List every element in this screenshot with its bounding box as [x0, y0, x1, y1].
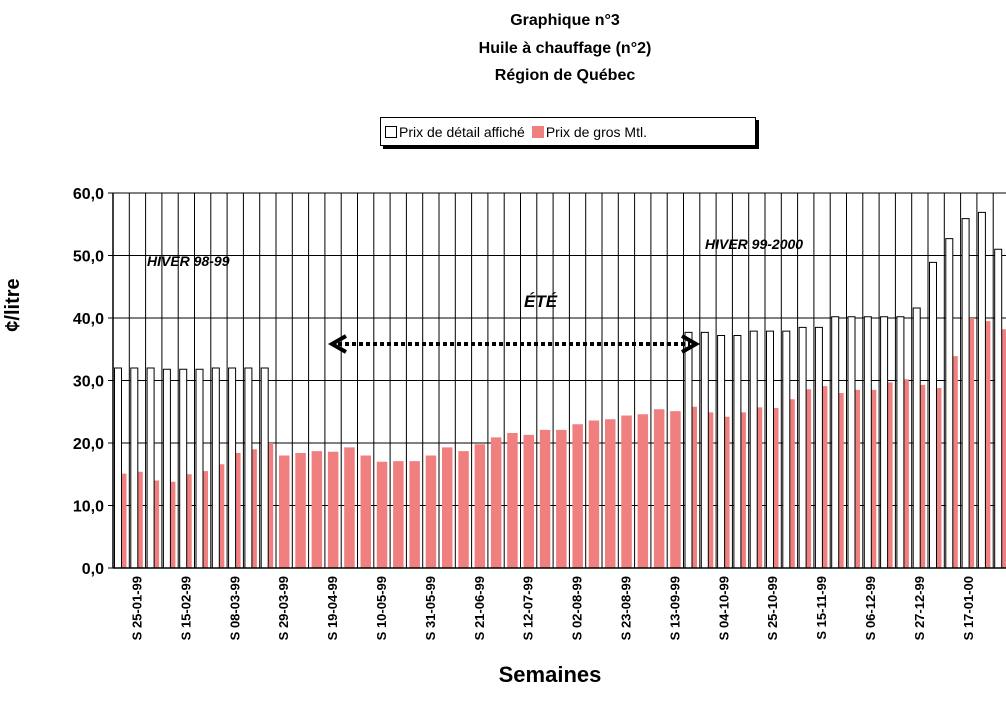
chart-title-line-3: Région de Québec: [494, 67, 636, 84]
retail-bar: [912, 307, 921, 569]
wholesale-bar: [327, 451, 339, 568]
annotation-winter-99-2000: HIVER 99-2000: [705, 236, 803, 252]
y-tick-label: 40,0: [73, 311, 104, 328]
retail-bar: [684, 331, 693, 569]
retail-bar: [700, 331, 709, 569]
retail-bar: [929, 261, 937, 569]
legend-label-retail: Prix de détail affiché: [399, 123, 525, 140]
retail-bar: [733, 335, 742, 569]
bars: [114, 211, 1006, 569]
annotations: HIVER 98-99 ÉTÉ HIVER 99-2000: [147, 236, 803, 354]
retail-bar: [977, 211, 986, 569]
retail-bar: [260, 367, 269, 569]
legend-label-wholesale: Prix de gros Mtl.: [545, 123, 647, 140]
x-tick-label: S 25-01-99: [129, 576, 144, 640]
x-tick-label: S 19-04-99: [325, 576, 340, 640]
wholesale-bar: [572, 424, 583, 568]
wholesale-bar: [393, 461, 404, 568]
summer-arrow-left-head: [327, 334, 347, 354]
wholesale-bar: [279, 455, 290, 568]
retail-bar: [994, 248, 1003, 569]
wholesale-bar: [474, 444, 486, 568]
wholesale-bar: [507, 433, 518, 568]
x-tick-label: S 15-11-99: [814, 576, 829, 640]
wholesale-bar: [458, 451, 469, 568]
axes: [108, 192, 1006, 569]
retail-bar: [749, 330, 758, 569]
wholesale-bar: [523, 434, 534, 568]
y-tick-label: 60,0: [73, 186, 104, 203]
labels: 0,0 10,0 20,0 30,0 40,0 50,0 60,0 S 25-01-99 S 1…: [73, 186, 976, 640]
retail-bar: [798, 326, 807, 569]
x-tick-label: S 02-08-99: [570, 576, 585, 640]
wholesale-bar: [605, 419, 616, 568]
retail-bar: [195, 368, 204, 569]
retail-bar: [880, 316, 889, 569]
x-tick-label: S 17-01-00: [961, 576, 976, 640]
x-tick-label: S 15-02-99: [178, 576, 193, 640]
retail-bar: [863, 316, 872, 569]
wholesale-bar: [295, 453, 306, 568]
retail-bar: [945, 238, 954, 569]
legend-swatch-retail: [385, 125, 397, 138]
chart-title-line-2: Huile à chauffage (n°2): [478, 40, 652, 57]
retail-bar: [179, 368, 188, 569]
x-tick-label: S 31-05-99: [423, 576, 438, 640]
wholesale-bar: [425, 455, 437, 568]
x-tick-label: S 12-07-99: [521, 576, 536, 640]
x-tick-label: S 10-05-99: [374, 576, 389, 640]
retail-bar: [831, 316, 840, 569]
summer-arrow-right-head: [681, 334, 701, 354]
retail-bar: [162, 368, 171, 569]
legend: Prix de détail affiché Prix de gros Mtl.: [380, 117, 756, 146]
x-axis-label: Semaines: [498, 662, 602, 687]
chart-title-line-1: Graphique n°3: [510, 12, 620, 29]
x-tick-label: S 06-12-99: [863, 576, 878, 640]
wholesale-bar: [376, 461, 388, 568]
retail-bar: [766, 330, 774, 569]
wholesale-bar: [311, 451, 323, 568]
x-tick-label: S 23-08-99: [618, 576, 633, 640]
y-tick-label: 20,0: [73, 436, 104, 453]
x-tick-label: S 13-09-99: [667, 576, 682, 640]
x-tick-label: S 21-06-99: [472, 576, 487, 640]
x-tick-label: S 29-03-99: [276, 576, 291, 640]
retail-bar: [211, 367, 220, 569]
retail-bar: [228, 367, 237, 569]
retail-bar: [130, 367, 139, 569]
retail-bar: [146, 367, 155, 569]
retail-bar: [814, 326, 823, 569]
retail-bar: [782, 330, 791, 569]
retail-bar: [114, 367, 122, 569]
wholesale-bar: [490, 437, 502, 568]
y-tick-label: 30,0: [73, 374, 104, 391]
retail-bar: [896, 316, 905, 569]
retail-bar: [244, 367, 253, 569]
y-tick-label: 50,0: [73, 249, 104, 266]
wholesale-bar: [344, 447, 355, 568]
wholesale-bar: [637, 414, 649, 568]
wholesale-bar: [442, 447, 453, 568]
annotation-winter-98-99: HIVER 98-99: [147, 253, 230, 269]
legend-swatch-wholesale: [531, 125, 544, 138]
x-tick-label: S 25-10-99: [765, 576, 780, 640]
y-tick-label: 10,0: [73, 499, 104, 516]
wholesale-bar: [670, 411, 681, 568]
retail-bar: [961, 218, 970, 569]
annotation-summer: ÉTÉ: [524, 292, 558, 311]
wholesale-bar: [556, 429, 567, 568]
retail-bar: [847, 316, 856, 569]
x-tick-label: S 08-03-99: [227, 576, 242, 640]
wholesale-bar: [588, 420, 600, 568]
x-tick-label: S 27-12-99: [912, 576, 927, 640]
retail-bar: [717, 335, 726, 569]
wholesale-bar: [360, 455, 371, 568]
x-tick-label: S 04-10-99: [716, 576, 731, 640]
y-tick-label: 0,0: [82, 561, 104, 578]
wholesale-bar: [409, 461, 420, 568]
wholesale-bar: [539, 429, 551, 568]
wholesale-bar: [621, 415, 632, 568]
wholesale-bar: [653, 409, 665, 568]
